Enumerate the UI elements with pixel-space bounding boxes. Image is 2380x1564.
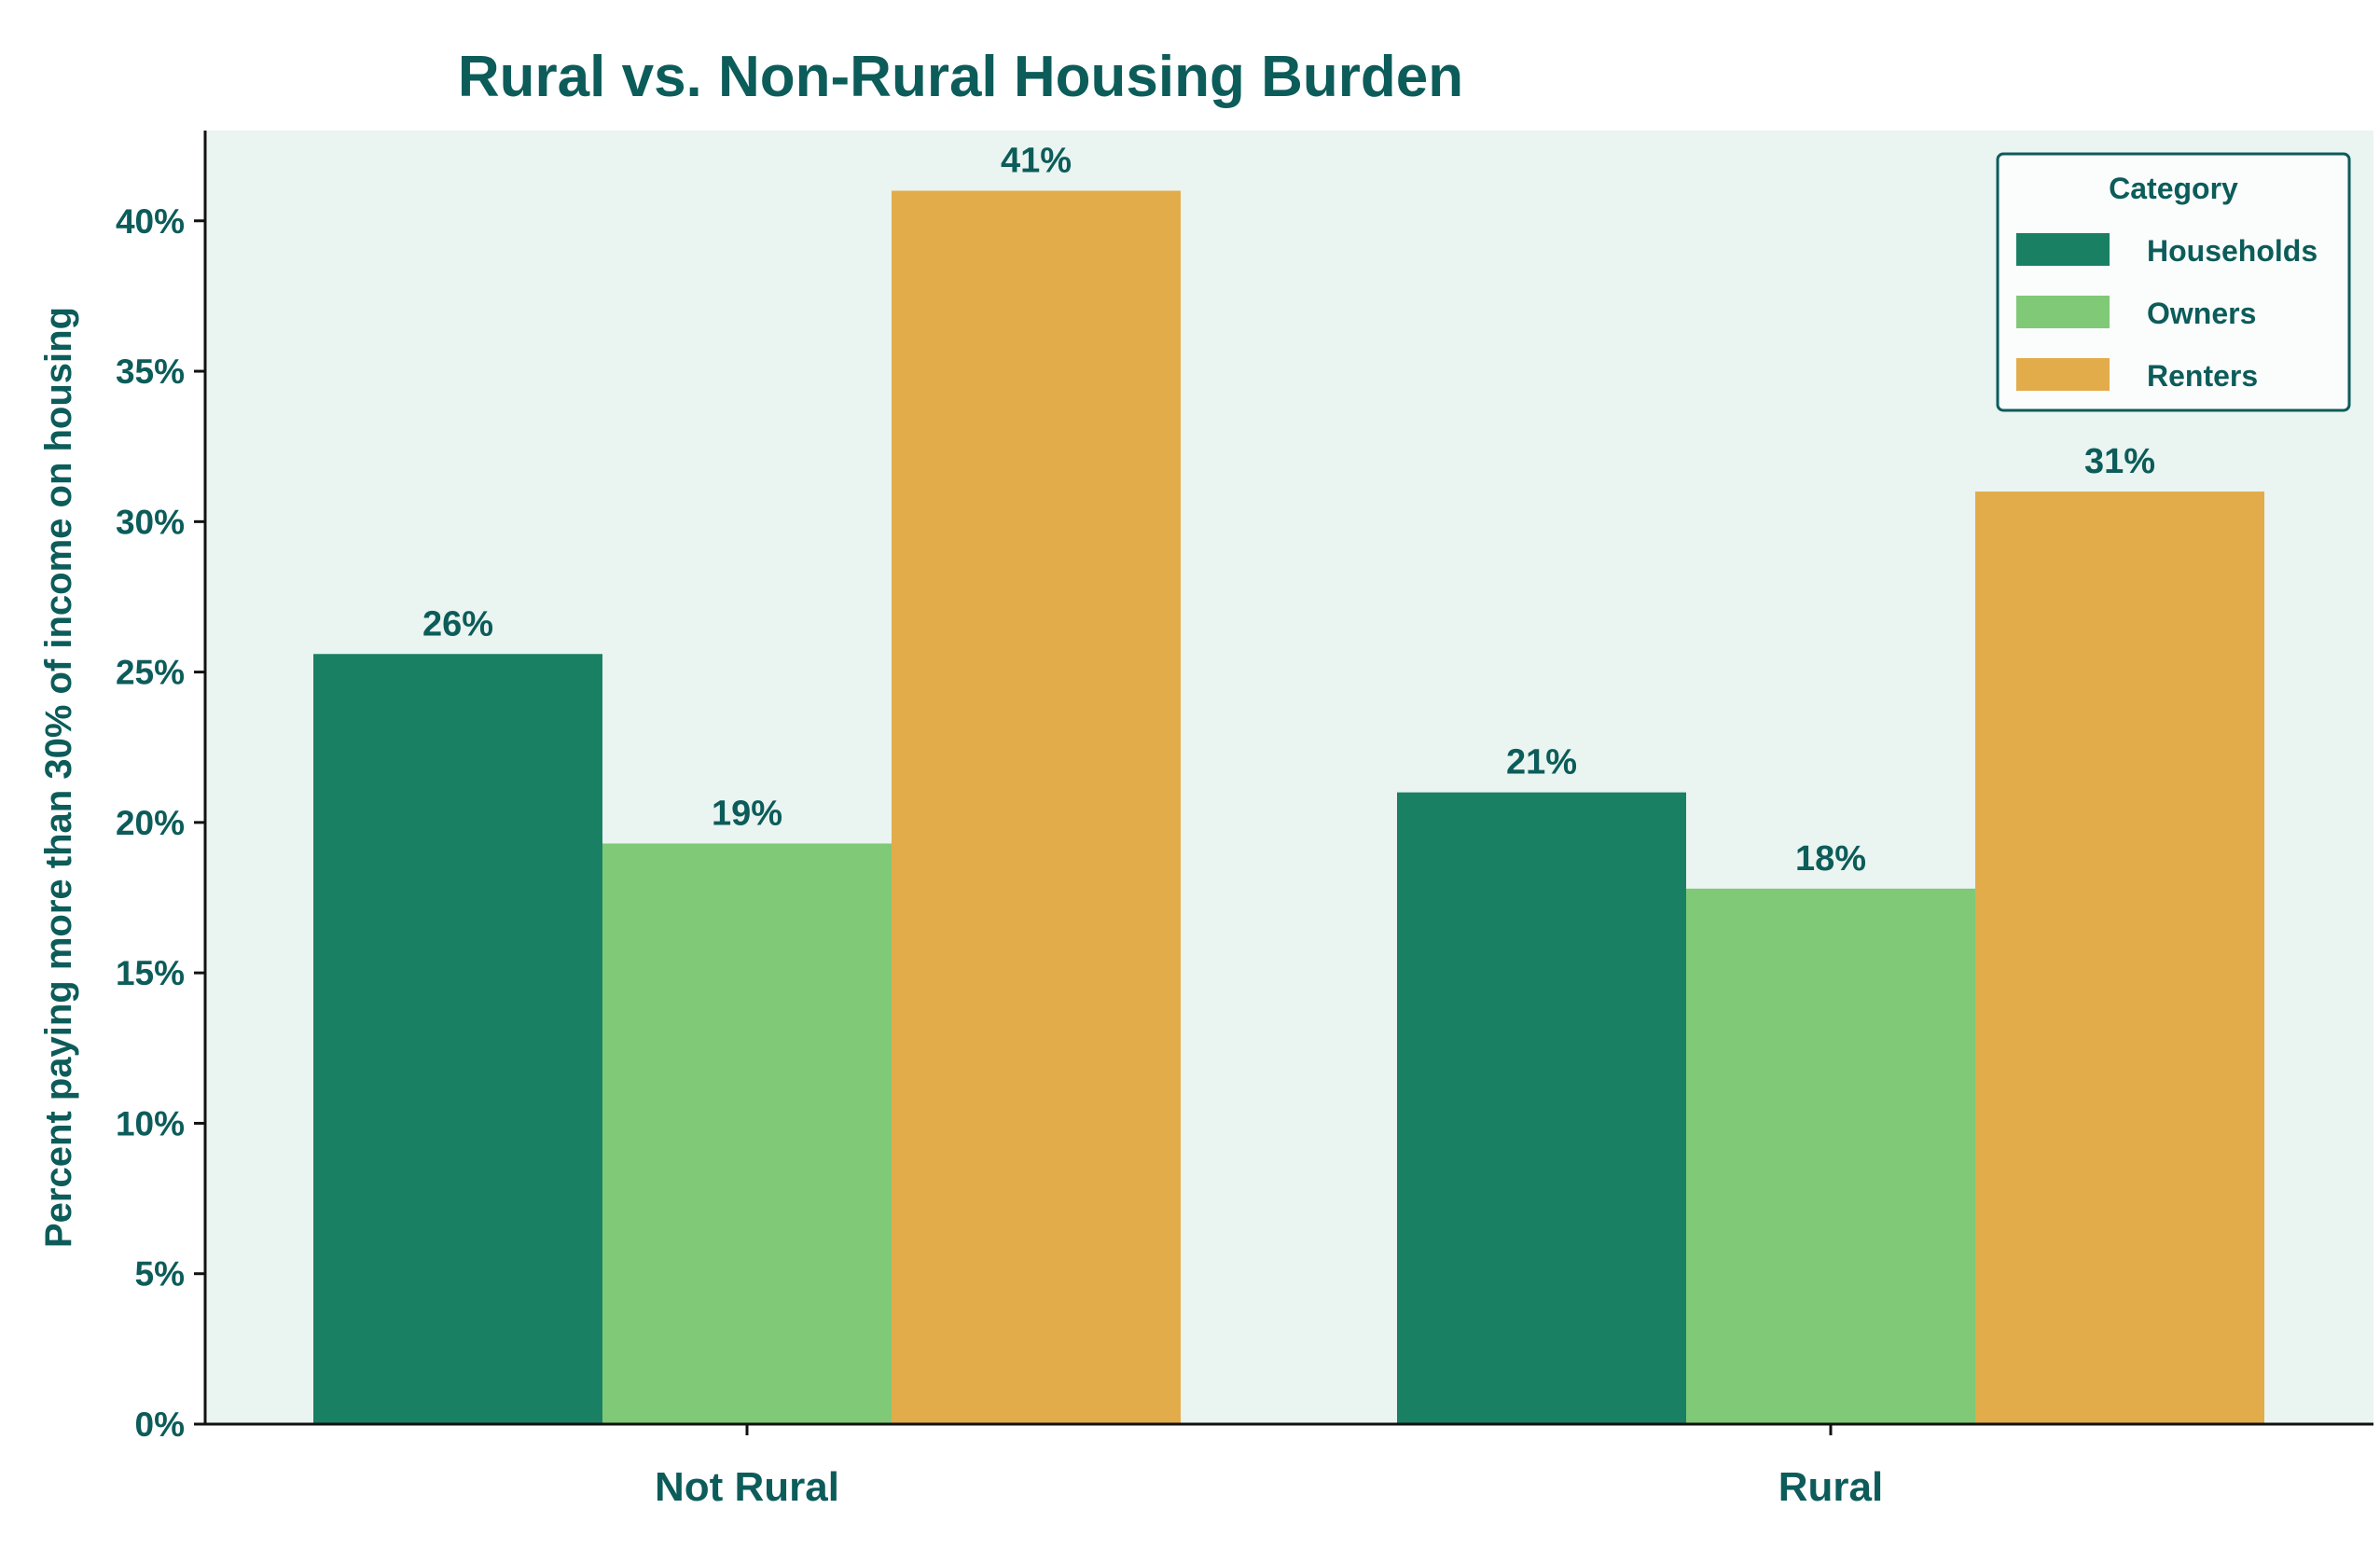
legend-swatch-owners: [2016, 296, 2110, 328]
y-tick-label: 40%: [116, 202, 185, 241]
y-tick-label: 20%: [116, 804, 185, 842]
bar-not-rural-households: [313, 654, 602, 1424]
y-tick-label: 25%: [116, 654, 185, 692]
legend-label-households: Households: [2147, 234, 2318, 268]
data-label: 41%: [1001, 142, 1072, 181]
y-axis-label: Percent paying more than 30% of income o…: [38, 307, 79, 1248]
x-ticks-group: Not Rural Rural: [655, 1424, 1883, 1510]
data-label: 18%: [1795, 839, 1866, 879]
legend-swatch-renters: [2016, 358, 2110, 391]
bar-rural-renters: [1975, 491, 2264, 1424]
y-tick-label: 35%: [116, 353, 185, 391]
data-label: 26%: [422, 604, 493, 644]
y-tick-label: 30%: [116, 503, 185, 541]
bar-rural-owners: [1686, 888, 1975, 1424]
legend-label-renters: Renters: [2147, 359, 2258, 393]
legend-swatch-households: [2016, 233, 2110, 266]
legend-label-owners: Owners: [2147, 297, 2256, 330]
data-labels-group: 26% 21% 19% 18% 41% 31%: [422, 142, 2155, 879]
bar-rural-households: [1397, 792, 1686, 1424]
bar-not-rural-renters: [892, 190, 1181, 1425]
y-tick-label: 10%: [116, 1104, 185, 1142]
x-tick-label: Rural: [1778, 1464, 1883, 1510]
y-tick-label: 5%: [135, 1255, 185, 1294]
legend-title: Category: [2109, 172, 2238, 205]
y-ticks-group: 0% 5% 10% 15% 20% 25% 30% 35% 40%: [116, 202, 205, 1444]
y-tick-label: 0%: [135, 1405, 185, 1444]
y-tick-label: 15%: [116, 954, 185, 992]
data-label: 31%: [2084, 442, 2155, 481]
legend: Category Households Owners Renters: [1996, 152, 2351, 412]
x-tick-label: Not Rural: [655, 1464, 839, 1510]
bars-group: [313, 190, 2264, 1425]
data-label: 21%: [1506, 743, 1577, 782]
legend-items: Households Owners Renters: [2016, 233, 2318, 393]
data-label: 19%: [712, 794, 782, 833]
bar-not-rural-owners: [602, 843, 892, 1424]
legend-box: [1996, 152, 2351, 412]
chart-title: Rural vs. Non-Rural Housing Burden: [458, 45, 1463, 109]
